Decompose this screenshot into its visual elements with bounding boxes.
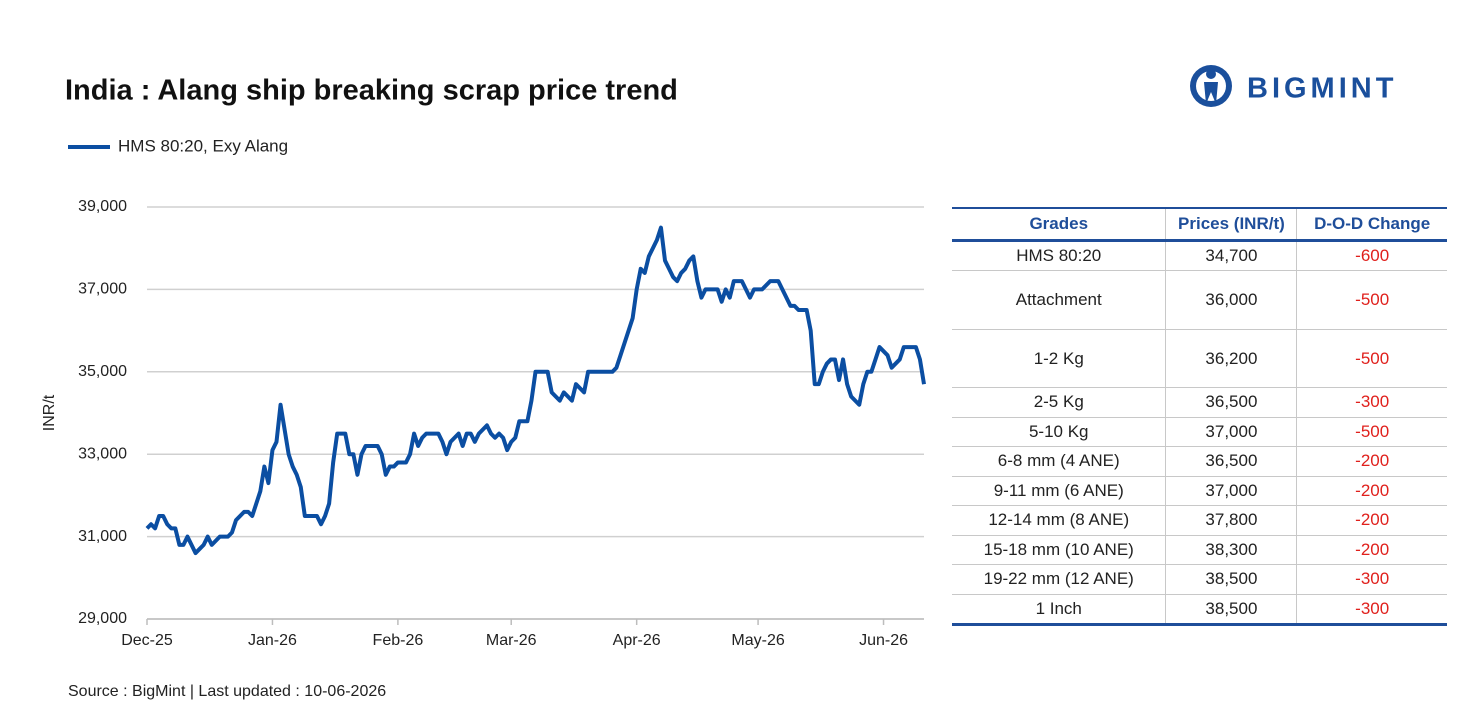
price-table: Grades Prices (INR/t) D-O-D Change HMS 80:2… <box>952 207 1447 626</box>
x-tick-label: Feb-26 <box>373 632 424 649</box>
y-tick-label: 31,000 <box>78 528 127 545</box>
table-row: 12-14 mm (8 ANE) 37,800 -200 <box>952 505 1447 536</box>
change-cell: -300 <box>1296 387 1447 418</box>
legend-label: HMS 80:20, Exy Alang <box>118 136 288 155</box>
y-tick-label: 29,000 <box>78 610 127 627</box>
table-cell: HMS 80:20 <box>952 240 1166 271</box>
table-cell: 6-8 mm (4 ANE) <box>952 446 1166 477</box>
table-cell: 38,300 <box>1165 535 1297 565</box>
change-cell: -200 <box>1296 505 1447 536</box>
header-cell: Grades <box>952 207 1166 242</box>
x-tick-label: May-26 <box>731 632 784 649</box>
chart-title: India : Alang ship breaking scrap price … <box>65 75 678 107</box>
table-cell: 1 Inch <box>952 594 1166 626</box>
table-cell: 37,000 <box>1165 476 1297 506</box>
table-cell: 9-11 mm (6 ANE) <box>952 476 1166 506</box>
logo-icon <box>1190 65 1232 107</box>
table-row: 1-2 Kg 36,200 -500 <box>952 329 1447 388</box>
source-note: Source : BigMint | Last updated : 10-06-… <box>68 683 386 700</box>
table-cell: 5-10 Kg <box>952 417 1166 447</box>
price-line <box>145 225 926 556</box>
table-cell: 2-5 Kg <box>952 387 1166 418</box>
header-cell: Prices (INR/t) <box>1165 207 1297 242</box>
change-cell: -300 <box>1296 564 1447 595</box>
change-cell: -200 <box>1296 476 1447 506</box>
table-cell: 36,500 <box>1165 387 1297 418</box>
y-axis-label: INR/t <box>41 394 58 431</box>
y-tick-label: 39,000 <box>78 198 127 215</box>
table-row: 6-8 mm (4 ANE) 36,500 -200 <box>952 446 1447 477</box>
change-cell: -300 <box>1296 594 1447 626</box>
table-row: 1 Inch 38,500 -300 <box>952 594 1447 626</box>
y-tick-label: 33,000 <box>78 445 127 462</box>
y-tick-label: 37,000 <box>78 281 127 298</box>
table-row: 19-22 mm (12 ANE) 38,500 -300 <box>952 564 1447 595</box>
table-cell: 36,200 <box>1165 329 1297 388</box>
table-row: 5-10 Kg 37,000 -500 <box>952 417 1447 447</box>
logo-text: BIGMINT <box>1247 73 1397 105</box>
x-tick-label: Jun-26 <box>859 632 908 649</box>
table-cell: 34,700 <box>1165 240 1297 271</box>
change-cell: -200 <box>1296 535 1447 565</box>
table-cell: Attachment <box>952 270 1166 330</box>
table-cell: 15-18 mm (10 ANE) <box>952 535 1166 565</box>
table-cell: 19-22 mm (12 ANE) <box>952 564 1166 595</box>
table-header-row: Grades Prices (INR/t) D-O-D Change <box>952 207 1447 242</box>
table-row: 15-18 mm (10 ANE) 38,300 -200 <box>952 535 1447 565</box>
table-cell: 37,000 <box>1165 417 1297 447</box>
table-row: 2-5 Kg 36,500 -300 <box>952 387 1447 418</box>
table-cell: 38,500 <box>1165 564 1297 595</box>
table-cell: 36,000 <box>1165 270 1297 330</box>
table-row: 9-11 mm (6 ANE) 37,000 -200 <box>952 476 1447 506</box>
table-cell: 36,500 <box>1165 446 1297 477</box>
x-tick-label: Mar-26 <box>486 632 537 649</box>
table-cell: 1-2 Kg <box>952 329 1166 388</box>
table-row: Attachment 36,000 -500 <box>952 270 1447 330</box>
table-cell: 12-14 mm (8 ANE) <box>952 505 1166 536</box>
table-cell: 38,500 <box>1165 594 1297 626</box>
x-tick-label: Jan-26 <box>248 632 297 649</box>
header-cell: D-O-D Change <box>1296 207 1447 242</box>
y-tick-label: 35,000 <box>78 363 127 380</box>
change-cell: -600 <box>1296 240 1447 271</box>
x-tick-label: Apr-26 <box>613 632 661 649</box>
change-cell: -500 <box>1296 270 1447 330</box>
change-cell: -500 <box>1296 329 1447 388</box>
x-tick-label: Dec-25 <box>121 632 173 649</box>
table-cell: 37,800 <box>1165 505 1297 536</box>
change-cell: -500 <box>1296 417 1447 447</box>
change-cell: -200 <box>1296 446 1447 477</box>
table-row: HMS 80:20 34,700 -600 <box>952 240 1447 271</box>
